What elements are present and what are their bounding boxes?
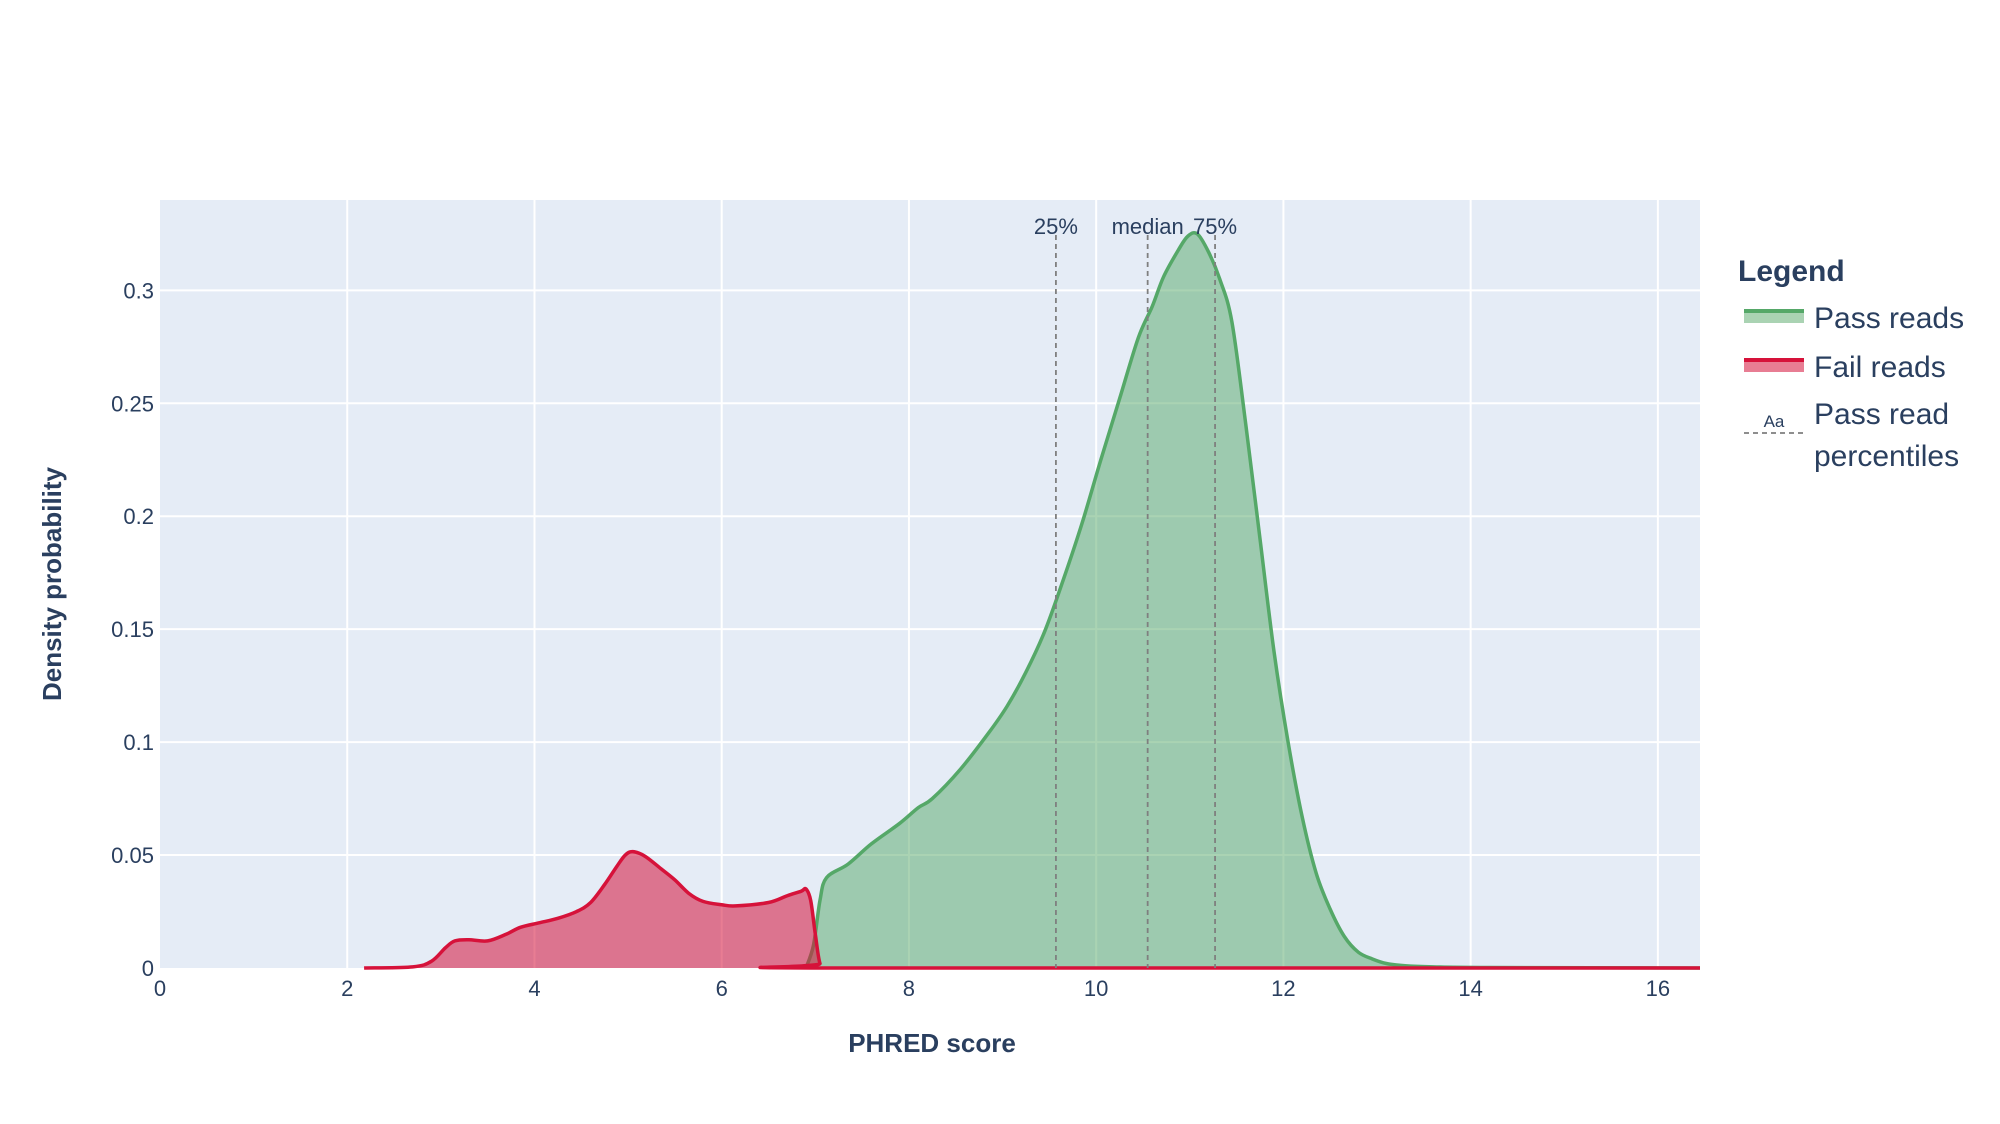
percentile-label-median: median [1112,214,1184,239]
y-tick-label: 0.2 [123,504,154,529]
x-tick-label: 14 [1458,976,1482,1001]
legend-label-percentiles-line1: Pass read [1814,398,1949,431]
area-fill-pass-reads [805,232,1700,969]
y-tick-label: 0.15 [111,617,154,642]
x-tick-label: 12 [1271,976,1295,1001]
percentile-label-25: 25% [1034,214,1078,239]
x-axis-title: PHRED score [848,1028,1016,1058]
x-tick-label: 0 [154,976,166,1001]
x-tick-label: 10 [1084,976,1108,1001]
area-line-pass-reads [804,230,1701,970]
y-tick-label: 0.3 [123,278,154,303]
legend-label-percentiles-line2: percentiles [1814,440,1959,473]
y-tick-labels: 0 0.05 0.1 0.15 0.2 0.25 0.3 [111,278,154,981]
y-tick-label: 0.05 [111,843,154,868]
legend-item-fail-reads[interactable]: Fail reads [1744,351,1946,384]
legend-label-fail-reads: Fail reads [1814,351,1946,384]
x-tick-label: 2 [341,976,353,1001]
y-axis-title: Density probability [37,466,67,701]
legend-item-pass-reads[interactable]: Pass reads [1744,302,1964,335]
legend: Legend Pass reads Fail reads Aa Pass rea… [1738,255,1964,473]
legend-item-percentiles[interactable]: Aa Pass read percentiles [1744,398,1959,473]
density-areas [364,230,1701,970]
y-tick-label: 0 [142,956,154,981]
percentile-label-75: 75% [1193,214,1237,239]
x-tick-label: 16 [1646,976,1670,1001]
percentile-lines: 25% median 75% [1034,214,1237,968]
x-tick-label: 8 [903,976,915,1001]
area-fill-fail-reads [364,851,1701,968]
legend-title: Legend [1738,255,1845,288]
legend-label-pass-reads: Pass reads [1814,302,1964,335]
x-tick-label: 6 [716,976,728,1001]
y-gridlines [160,289,1700,857]
x-tick-labels: 0 2 4 6 8 10 12 14 16 [154,976,1670,1001]
y-tick-label: 0.25 [111,391,154,416]
area-line-fail-reads [364,849,1700,970]
y-tick-label: 0.1 [123,730,154,755]
legend-aa-symbol: Aa [1764,412,1785,431]
x-tick-label: 4 [528,976,540,1001]
